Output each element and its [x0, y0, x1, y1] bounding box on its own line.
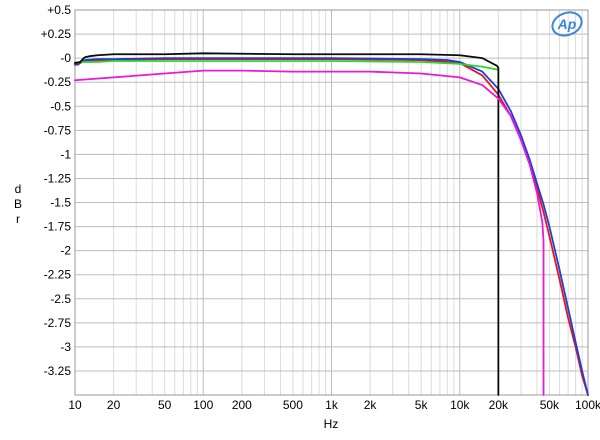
x-tick-label: 20k — [489, 398, 509, 412]
y-tick-labels: +0.5 +0.25 -0 -0.25 -0.5 -0.75 -1 -1.25 -1.5 -1.7… — [41, 3, 72, 378]
y-tick-label: -1.75 — [44, 220, 72, 234]
y-tick-label: -2 — [60, 244, 71, 258]
x-tick-label: 200 — [232, 398, 252, 412]
series-line-0 — [74, 58, 589, 396]
logo-ellipse — [551, 11, 583, 37]
x-tick-label: 10 — [68, 398, 82, 412]
y-tick-label: -1 — [60, 147, 71, 161]
series-layer — [74, 52, 589, 396]
y-tick-label: -2.5 — [50, 292, 71, 306]
y-tick-label: -3 — [60, 340, 71, 354]
x-tick-labels: 10 20 50 100 200 500 1k 2k 5k 10k 20k 50k 100k — [68, 398, 600, 412]
series-line-4 — [74, 69, 545, 396]
x-tick-label: 500 — [283, 398, 303, 412]
y-tick-label: -2.75 — [44, 316, 72, 330]
y-axis-label-char: d — [15, 182, 22, 196]
y-tick-label: -1.5 — [50, 196, 71, 210]
y-tick-label: -1.25 — [44, 171, 72, 185]
x-tick-label: 50 — [158, 398, 172, 412]
y-tick-label: -3.25 — [44, 364, 72, 378]
x-tick-label: 5k — [415, 398, 429, 412]
y-tick-label: -2.25 — [44, 268, 72, 282]
series-line-1 — [74, 57, 589, 396]
plot-frame — [74, 9, 589, 396]
x-tick-label: 1k — [325, 398, 339, 412]
x-tick-label: 2k — [364, 398, 378, 412]
y-tick-label: -0.5 — [50, 99, 71, 113]
major-gridlines — [74, 9, 588, 395]
y-tick-label: +0.25 — [41, 27, 72, 41]
y-tick-label: -0 — [60, 51, 71, 65]
series-line-3 — [74, 52, 500, 396]
y-tick-label: -0.25 — [44, 75, 72, 89]
audio-precision-logo: Ap — [551, 11, 583, 37]
x-tick-label: 100 — [193, 398, 213, 412]
y-tick-label: +0.5 — [47, 3, 71, 17]
y-axis-label-char: B — [14, 197, 22, 211]
logo-text: Ap — [557, 16, 577, 32]
x-tick-label: 20 — [107, 398, 121, 412]
x-tick-label: 100k — [575, 398, 600, 412]
y-tick-label: -0.75 — [44, 123, 72, 137]
x-axis-label: Hz — [324, 417, 339, 431]
x-tick-label: 10k — [450, 398, 470, 412]
x-tick-label: 50k — [540, 398, 560, 412]
y-axis-label-char: r — [16, 212, 20, 226]
y-axis-label: d B r — [14, 182, 22, 226]
series-line-2 — [74, 60, 500, 71]
